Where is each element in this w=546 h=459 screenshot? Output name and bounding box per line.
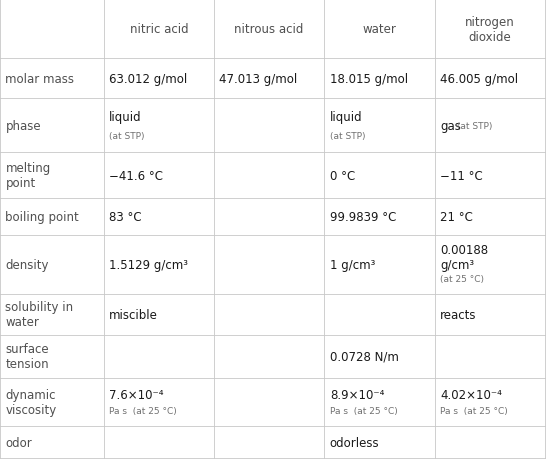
Text: Pa s  (at 25 °C): Pa s (at 25 °C): [440, 406, 508, 415]
Text: (at 25 °C): (at 25 °C): [440, 275, 484, 284]
Text: gas: gas: [440, 119, 461, 133]
Text: 8.9×10⁻⁴: 8.9×10⁻⁴: [330, 388, 384, 401]
Text: melting
point: melting point: [5, 162, 51, 190]
Text: 0.00188: 0.00188: [440, 243, 488, 256]
Text: odor: odor: [5, 436, 32, 448]
Text: 99.9839 °C: 99.9839 °C: [330, 211, 396, 224]
Text: 0 °C: 0 °C: [330, 169, 355, 183]
Text: −11 °C: −11 °C: [440, 169, 483, 183]
Text: 83 °C: 83 °C: [109, 211, 142, 224]
Text: miscible: miscible: [109, 308, 158, 321]
Text: solubility in
water: solubility in water: [5, 301, 74, 329]
Text: 47.013 g/mol: 47.013 g/mol: [219, 73, 298, 85]
Text: −41.6 °C: −41.6 °C: [109, 169, 163, 183]
Text: 46.005 g/mol: 46.005 g/mol: [440, 73, 518, 85]
Text: reacts: reacts: [440, 308, 477, 321]
Text: density: density: [5, 258, 49, 271]
Text: phase: phase: [5, 119, 41, 133]
Text: molar mass: molar mass: [5, 73, 74, 85]
Text: 1 g/cm³: 1 g/cm³: [330, 258, 375, 271]
Text: liquid: liquid: [109, 111, 142, 124]
Text: Pa s  (at 25 °C): Pa s (at 25 °C): [109, 406, 177, 415]
Text: 7.6×10⁻⁴: 7.6×10⁻⁴: [109, 388, 164, 401]
Text: water: water: [363, 23, 396, 36]
Text: nitrogen
dioxide: nitrogen dioxide: [465, 16, 515, 44]
Text: nitric acid: nitric acid: [129, 23, 188, 36]
Text: boiling point: boiling point: [5, 211, 79, 224]
Text: 21 °C: 21 °C: [440, 211, 473, 224]
Text: surface
tension: surface tension: [5, 342, 49, 370]
Text: dynamic
viscosity: dynamic viscosity: [5, 388, 57, 416]
Text: (at STP): (at STP): [454, 122, 492, 130]
Text: 18.015 g/mol: 18.015 g/mol: [330, 73, 408, 85]
Text: 4.02×10⁻⁴: 4.02×10⁻⁴: [440, 388, 502, 401]
Text: Pa s  (at 25 °C): Pa s (at 25 °C): [330, 406, 397, 415]
Text: nitrous acid: nitrous acid: [234, 23, 304, 36]
Text: 0.0728 N/m: 0.0728 N/m: [330, 350, 399, 363]
Text: (at STP): (at STP): [109, 131, 145, 140]
Text: 63.012 g/mol: 63.012 g/mol: [109, 73, 187, 85]
Text: odorless: odorless: [330, 436, 379, 448]
Text: g/cm³: g/cm³: [440, 258, 474, 271]
Text: 1.5129 g/cm³: 1.5129 g/cm³: [109, 258, 188, 271]
Text: (at STP): (at STP): [330, 131, 365, 140]
Text: liquid: liquid: [330, 111, 363, 124]
